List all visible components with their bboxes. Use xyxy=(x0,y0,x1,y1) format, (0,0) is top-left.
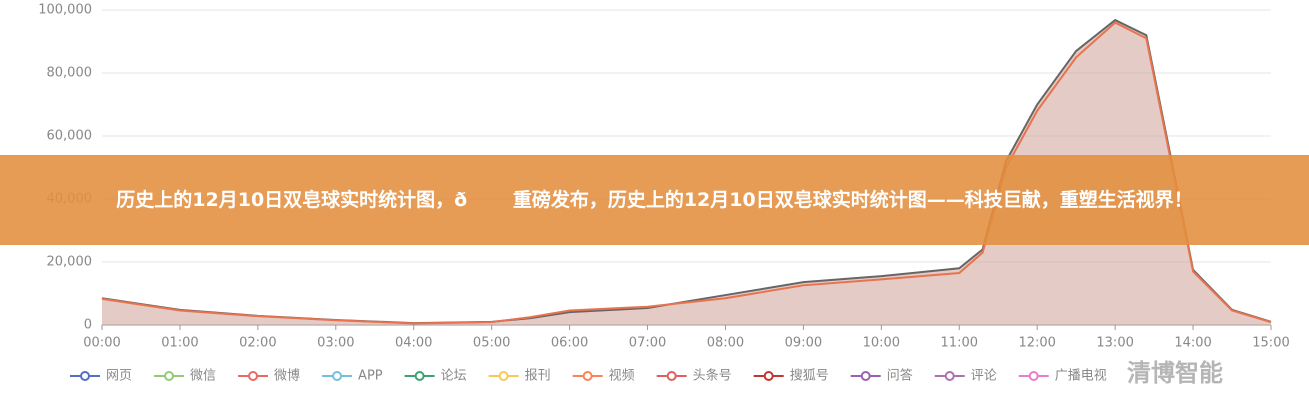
chart-title: 历史上的12月10日双皂球实时统计图，ð重磅发布，历史上的12月10日双皂… xyxy=(116,189,1193,211)
legend-label: 头条号 xyxy=(693,368,732,384)
legend-marker xyxy=(1028,371,1039,381)
legend-marker xyxy=(763,371,774,381)
x-tick-label: 15:00 xyxy=(1252,336,1289,351)
x-tick-label: 10:00 xyxy=(863,336,900,351)
x-tick-label: 01:00 xyxy=(161,336,198,351)
title-banner: 历史上的12月10日双皂球实时统计图，ð重磅发布，历史上的12月10日双皂… xyxy=(0,155,1309,245)
x-tick-label: 06:00 xyxy=(551,336,588,351)
legend-marker xyxy=(582,371,593,381)
legend-marker xyxy=(666,371,677,381)
x-tick-label: 02:00 xyxy=(239,336,276,351)
x-tick-label: 11:00 xyxy=(941,336,978,351)
legend-label: 视频 xyxy=(609,369,635,384)
x-tick-label: 05:00 xyxy=(473,336,510,351)
legend-label: 报刊 xyxy=(525,369,551,384)
y-tick-label: 0 xyxy=(84,318,92,333)
watermark: 清博智能 xyxy=(1127,359,1223,387)
legend-marker xyxy=(860,371,871,381)
legend-label: 广播电视 xyxy=(1055,369,1107,384)
line xyxy=(101,21,1272,325)
legend-marker xyxy=(944,371,955,381)
legend-marker xyxy=(414,371,425,381)
legend-label: 网页 xyxy=(106,369,132,384)
y-tick-label: 20,000 xyxy=(47,255,93,270)
legend-label: 搜狐号 xyxy=(790,369,829,384)
legend-label: 微信 xyxy=(190,369,216,384)
x-tick-label: 08:00 xyxy=(707,336,744,351)
legend-label: 问答 xyxy=(887,368,913,384)
x-tick-label: 03:00 xyxy=(317,336,354,351)
legend-label: 论坛 xyxy=(441,369,467,384)
legend-label: APP xyxy=(358,369,383,384)
x-tick-label: 13:00 xyxy=(1096,336,1133,351)
legend-label: 微博 xyxy=(274,369,300,384)
y-tick-label: 80,000 xyxy=(47,66,93,81)
y-tick-label: 100,000 xyxy=(38,3,92,18)
x-tick-label: 07:00 xyxy=(629,336,666,351)
x-tick-label: 12:00 xyxy=(1018,336,1055,351)
legend-marker xyxy=(248,371,259,381)
y-tick-label: 60,000 xyxy=(47,129,93,144)
x-tick-label: 04:00 xyxy=(395,336,432,351)
x-tick-label: 14:00 xyxy=(1174,336,1211,351)
legend-label: 评论 xyxy=(971,369,997,384)
legend-marker xyxy=(498,371,509,381)
legend-marker xyxy=(164,371,175,381)
legend-marker xyxy=(332,371,343,381)
x-tick-label: 00:00 xyxy=(83,336,120,351)
legend-marker xyxy=(80,371,90,381)
x-tick-label: 09:00 xyxy=(785,336,822,351)
